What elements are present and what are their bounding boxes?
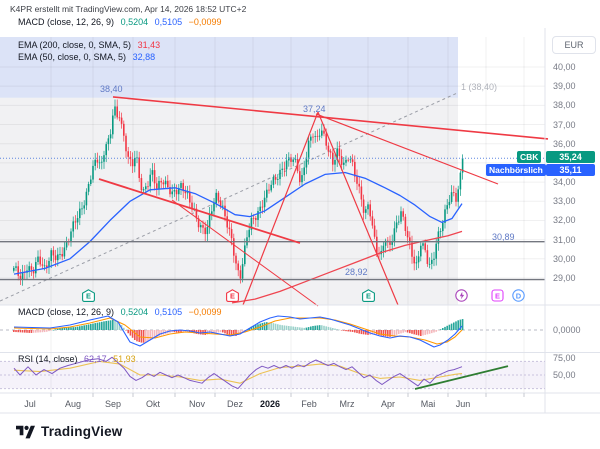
rsi-value: 62,17: [84, 354, 107, 364]
earnings-marker[interactable]: E: [361, 289, 375, 302]
price-axis-tick: 29,00: [553, 272, 576, 283]
macd-pane-title: MACD (close, 12, 26, 9): [18, 307, 115, 317]
price-axis-tick: 39,00: [553, 81, 576, 92]
annotation-support-upper: 30,89: [492, 232, 515, 242]
time-axis-label: Mai: [420, 399, 436, 409]
annotation-target-label: 1 (38,40): [461, 82, 498, 92]
time-axis-label: Nov: [188, 399, 206, 409]
macd-zero-tick: 0,0000: [553, 325, 581, 335]
time-axis-label: Dez: [226, 399, 244, 409]
time-axis-label: Mrz: [339, 399, 355, 409]
macd-pane-line-value: 0,5105: [154, 307, 183, 317]
event-e-marker[interactable]: E: [490, 289, 504, 302]
price-axis-tick: 36,00: [553, 138, 576, 149]
time-axis-label: Apr: [380, 399, 396, 409]
ema200-legend[interactable]: EMA (200, close, 0, SMA, 5) 31,43: [18, 40, 160, 50]
price-axis-tick: 30,00: [553, 253, 576, 264]
ema200-value: 31,43: [137, 40, 161, 50]
event-flash-marker[interactable]: [454, 289, 468, 302]
time-axis-label: Sep: [104, 399, 122, 409]
tradingview-brand-text: TradingView: [41, 423, 123, 439]
rsi-ma-value: 51,93: [113, 354, 136, 364]
earnings-marker[interactable]: E: [81, 289, 95, 302]
annotation-support-lower: 28,92: [345, 267, 368, 277]
macd-pane-histogram-value: 0,5204: [120, 307, 149, 317]
price-axis-tick: 31,00: [553, 234, 576, 245]
rsi-axis-tick: 50,00: [553, 370, 576, 380]
after-hours-tag[interactable]: Nachbörslich: [486, 164, 546, 176]
ema50-label: EMA (50, close, 0, SMA, 5): [18, 52, 127, 62]
chart-attribution: K4PR erstellt mit TradingView.com, Apr 1…: [10, 4, 247, 14]
price-axis-tick: 32,00: [553, 215, 576, 226]
rsi-pane-title: RSI (14, close): [18, 354, 78, 364]
time-axis-label: Okt: [145, 399, 161, 409]
dividend-marker[interactable]: D: [511, 289, 525, 302]
annotation-second-peak-price: 37,24: [303, 104, 326, 114]
price-axis-tick: 37,00: [553, 119, 576, 130]
svg-text:D: D: [515, 292, 521, 301]
tradingview-logo[interactable]: TradingView: [16, 423, 122, 439]
time-axis-label: Feb: [301, 399, 317, 409]
macd-pane-legend[interactable]: MACD (close, 12, 26, 9) 0,5204 0,5105 −0…: [18, 307, 221, 317]
svg-text:E: E: [85, 292, 90, 301]
tradingview-logo-icon: [16, 425, 35, 439]
macd-legend-top[interactable]: MACD (close, 12, 26, 9) 0,5204 0,5105 −0…: [18, 17, 221, 27]
ema50-value: 32,88: [132, 52, 156, 62]
price-axis-tick: 38,00: [553, 100, 576, 111]
time-axis-label: Jun: [455, 399, 471, 409]
rsi-pane-legend[interactable]: RSI (14, close) 62,17 51,93: [18, 354, 136, 364]
ema200-label: EMA (200, close, 0, SMA, 5): [18, 40, 132, 50]
price-axis-tick: 33,00: [553, 196, 576, 207]
price-axis-tick: 34,00: [553, 177, 576, 188]
macd-signal-value: −0,0099: [188, 17, 222, 27]
time-axis-label: Jul: [24, 399, 36, 409]
time-axis-label: Aug: [64, 399, 82, 409]
ema50-legend[interactable]: EMA (50, close, 0, SMA, 5) 32,88: [18, 52, 155, 62]
currency-chip[interactable]: EUR: [552, 36, 596, 54]
symbol-tag[interactable]: CBK: [517, 151, 542, 163]
after-hours-price-badge[interactable]: 35,11: [546, 164, 595, 176]
macd-line-value: 0,5105: [154, 17, 183, 27]
macd-legend-title: MACD (close, 12, 26, 9): [18, 17, 115, 27]
macd-pane-signal-value: −0,0099: [188, 307, 222, 317]
time-axis-label: 2026: [259, 399, 281, 409]
macd-histogram-value: 0,5204: [120, 17, 149, 27]
last-price-badge[interactable]: 35,24: [546, 151, 595, 163]
svg-text:E: E: [365, 292, 370, 301]
rsi-axis-tick: 75,00: [553, 353, 576, 363]
earnings-marker[interactable]: E: [225, 289, 239, 302]
price-axis-tick: 40,00: [553, 62, 576, 72]
annotation-peak-price: 38,40: [100, 84, 123, 94]
svg-text:E: E: [494, 292, 499, 301]
svg-text:E: E: [229, 292, 234, 301]
